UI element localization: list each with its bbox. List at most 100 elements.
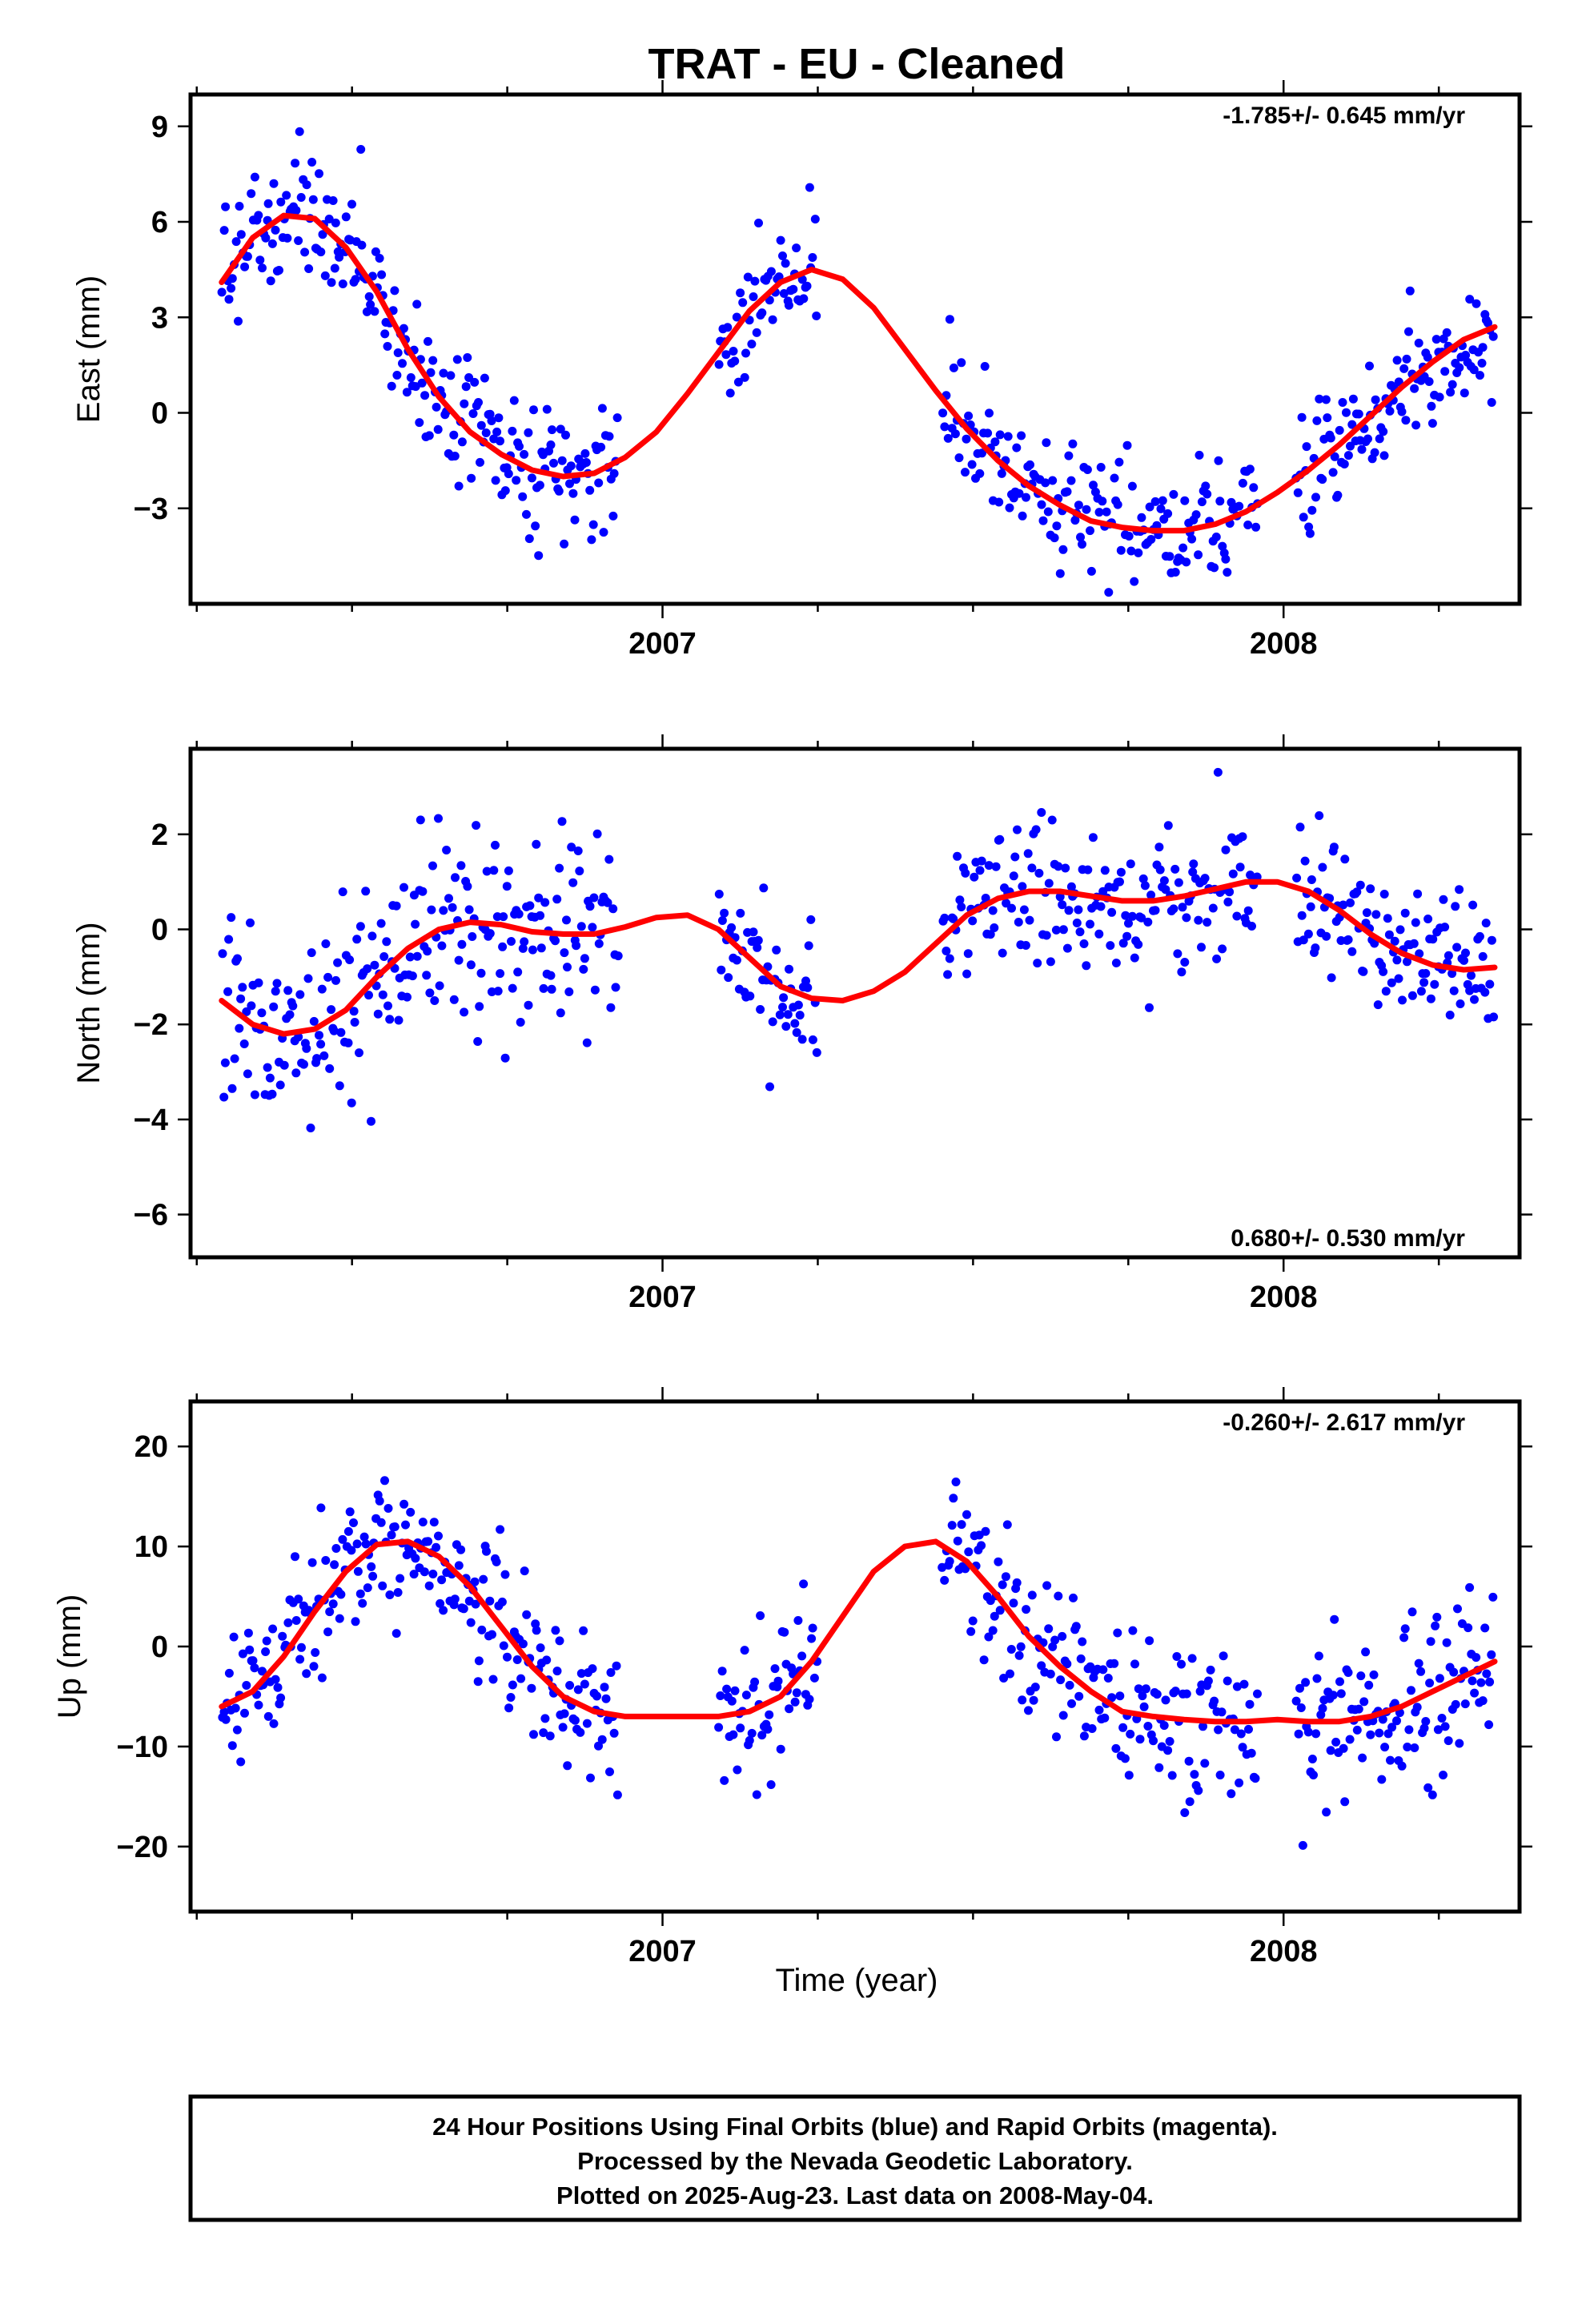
north-data-point: [456, 861, 466, 870]
up-data-point: [236, 1757, 246, 1767]
up-data-point: [1219, 1651, 1228, 1661]
east-data-point: [554, 486, 564, 496]
north-data-point: [1228, 869, 1238, 879]
north-data-point: [556, 1008, 565, 1018]
east-data-point: [1328, 468, 1338, 477]
up-data-point: [1488, 1592, 1498, 1602]
east-data-point: [318, 230, 327, 239]
north-data-point: [1051, 925, 1061, 935]
up-data-point: [497, 1597, 507, 1606]
north-y-tick-label: 2: [151, 818, 168, 852]
east-data-point: [1348, 394, 1358, 404]
north-data-point: [485, 929, 495, 939]
east-data-point: [1461, 351, 1471, 360]
up-data-point: [1414, 1659, 1423, 1668]
up-data-point: [570, 1715, 580, 1725]
east-x-tick-label: 2008: [1250, 627, 1318, 661]
east-data-point: [1221, 554, 1231, 564]
east-data-point: [1134, 548, 1143, 557]
east-data-point: [950, 429, 960, 439]
north-data-point: [1180, 958, 1190, 967]
up-data-point: [573, 1685, 583, 1695]
north-data-point: [476, 968, 486, 978]
up-data-point: [780, 1627, 789, 1637]
east-data-point: [1251, 522, 1261, 532]
north-data-point: [1046, 957, 1055, 967]
up-data-point: [951, 1478, 961, 1486]
north-data-point: [1013, 825, 1022, 834]
up-data-point: [347, 1546, 356, 1555]
up-data-point: [612, 1790, 622, 1799]
north-data-point: [572, 941, 581, 951]
up-data-point: [263, 1711, 273, 1721]
east-data-point: [957, 358, 966, 368]
up-y-axis-label: Up (mm): [52, 1594, 87, 1719]
up-data-point: [597, 1735, 607, 1744]
north-data-point: [449, 995, 459, 1004]
up-data-point: [1442, 1638, 1452, 1647]
footer-line-1: 24 Hour Positions Using Final Orbits (bl…: [432, 2113, 1278, 2141]
north-data-point: [1392, 955, 1402, 965]
up-data-point: [757, 1731, 767, 1740]
east-data-point: [254, 211, 263, 220]
north-data-point: [224, 935, 234, 944]
north-data-point: [1362, 908, 1371, 918]
up-data-point: [580, 1679, 589, 1689]
up-data-point: [1056, 1675, 1066, 1685]
east-data-point: [1124, 532, 1134, 541]
up-data-point: [588, 1664, 597, 1674]
up-data-point: [752, 1790, 761, 1799]
up-data-point: [1303, 1727, 1313, 1737]
east-data-point: [1365, 361, 1374, 371]
north-data-point: [1460, 955, 1468, 965]
up-data-point: [302, 1669, 311, 1679]
north-data-point: [551, 936, 560, 946]
north-rate-annotation: 0.680+/- 0.530 mm/yr: [1231, 1225, 1465, 1252]
up-data-point: [345, 1507, 355, 1517]
up-data-point: [1476, 1678, 1486, 1687]
up-data-point: [1170, 1687, 1180, 1696]
east-data-point: [1410, 384, 1419, 393]
north-data-point: [373, 1009, 383, 1019]
east-data-point: [380, 329, 390, 339]
east-data-point: [449, 430, 459, 440]
north-data-point: [379, 952, 389, 961]
east-data-point: [1342, 408, 1351, 417]
north-data-point: [457, 939, 467, 949]
north-data-point: [1115, 877, 1124, 887]
east-data-point: [271, 225, 280, 235]
up-data-point: [506, 1693, 516, 1702]
north-data-point: [1371, 910, 1381, 919]
east-data-point: [949, 363, 958, 372]
north-data-point: [749, 927, 758, 937]
up-data-point: [1159, 1721, 1169, 1731]
east-data-point: [1235, 501, 1244, 511]
north-data-point: [1058, 925, 1068, 935]
up-data-point: [238, 1649, 247, 1659]
north-data-point: [482, 866, 492, 876]
up-data-point: [945, 1557, 954, 1566]
north-data-point: [422, 971, 432, 980]
footer-line-2: Processed by the Nevada Geodetic Laborat…: [577, 2147, 1133, 2175]
east-data-point: [1323, 413, 1332, 423]
north-data-point: [1451, 902, 1460, 911]
east-data-point: [1068, 439, 1078, 448]
up-data-point: [335, 1614, 344, 1623]
north-data-point: [562, 915, 571, 925]
up-data-point: [1358, 1753, 1367, 1763]
up-data-point: [1236, 1729, 1246, 1739]
up-plot-frame: [188, 1399, 1522, 1914]
east-data-point: [1037, 500, 1046, 509]
east-data-point: [1339, 460, 1349, 468]
up-data-point: [1403, 1743, 1412, 1751]
north-data-point: [528, 945, 537, 955]
east-data-point: [219, 226, 229, 235]
up-data-point: [793, 1616, 803, 1625]
up-data-point: [1380, 1743, 1390, 1752]
north-data-point: [1322, 931, 1331, 941]
north-data-point: [1384, 930, 1394, 939]
north-data-point: [520, 937, 529, 947]
north-data-point: [437, 941, 447, 951]
north-data-point: [499, 912, 508, 922]
up-data-point: [317, 1673, 327, 1683]
